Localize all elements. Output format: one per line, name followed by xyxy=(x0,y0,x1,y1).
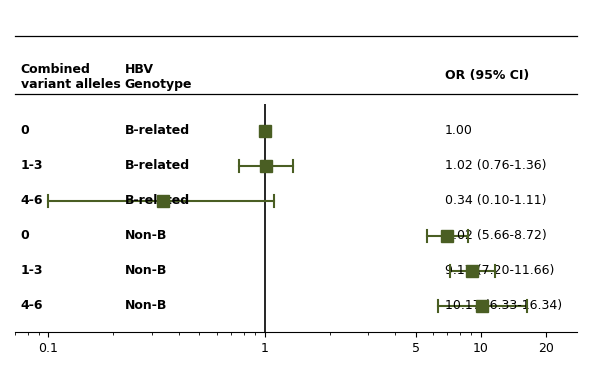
Text: B-related: B-related xyxy=(125,194,190,207)
Text: 0.34 (0.10-1.11): 0.34 (0.10-1.11) xyxy=(445,194,547,207)
Text: HBV
Genotype: HBV Genotype xyxy=(125,63,192,91)
Text: Combined
variant alleles: Combined variant alleles xyxy=(20,63,121,91)
Text: 1-3: 1-3 xyxy=(20,265,43,278)
Text: B-related: B-related xyxy=(125,159,190,172)
Text: 7.02 (5.66-8.72): 7.02 (5.66-8.72) xyxy=(445,229,547,242)
Text: 9.17 (7.20-11.66): 9.17 (7.20-11.66) xyxy=(445,265,554,278)
Text: 0: 0 xyxy=(20,229,29,242)
Text: 0: 0 xyxy=(20,124,29,137)
Text: 1.02 (0.76-1.36): 1.02 (0.76-1.36) xyxy=(445,159,547,172)
Text: 10.17 (6.33-16.34): 10.17 (6.33-16.34) xyxy=(445,299,562,313)
Text: 4-6: 4-6 xyxy=(20,194,43,207)
Text: Non-B: Non-B xyxy=(125,299,167,313)
Text: 4-6: 4-6 xyxy=(20,299,43,313)
Text: OR (95% CI): OR (95% CI) xyxy=(445,69,529,82)
Text: B-related: B-related xyxy=(125,124,190,137)
Text: 1.00: 1.00 xyxy=(445,124,473,137)
Text: Non-B: Non-B xyxy=(125,229,167,242)
Text: 1-3: 1-3 xyxy=(20,159,43,172)
Text: Non-B: Non-B xyxy=(125,265,167,278)
